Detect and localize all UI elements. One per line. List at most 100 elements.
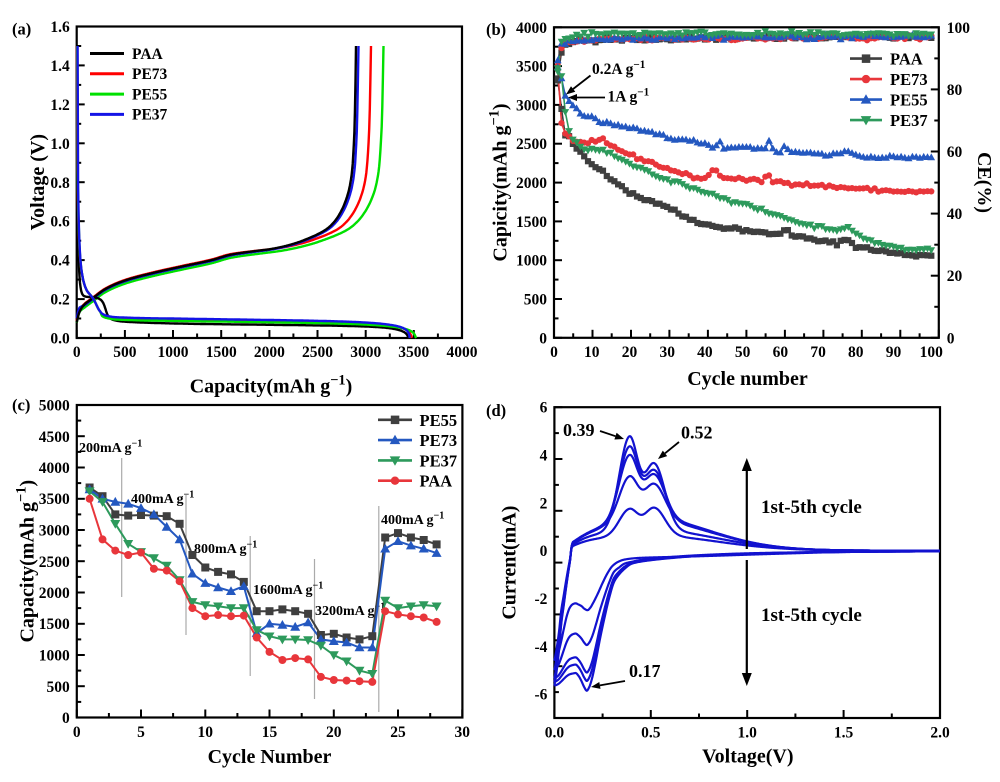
svg-text:1000: 1000 — [39, 648, 70, 665]
svg-text:(a): (a) — [12, 20, 31, 39]
svg-text:0.0: 0.0 — [545, 725, 565, 742]
svg-text:PAA: PAA — [132, 46, 164, 63]
svg-text:25: 25 — [390, 724, 406, 741]
svg-text:1.0: 1.0 — [738, 725, 758, 742]
svg-text:30: 30 — [659, 344, 675, 361]
svg-text:PE73: PE73 — [890, 70, 928, 89]
svg-text:2500: 2500 — [302, 344, 333, 361]
svg-text:0.52: 0.52 — [681, 423, 713, 443]
svg-text:40: 40 — [947, 206, 963, 223]
svg-text:30: 30 — [455, 724, 471, 741]
svg-text:4000: 4000 — [447, 344, 478, 361]
svg-text:200mA g−1: 200mA g−1 — [79, 438, 142, 456]
svg-text:15: 15 — [262, 724, 278, 741]
svg-text:3500: 3500 — [39, 491, 70, 508]
svg-text:0.6: 0.6 — [50, 214, 70, 231]
svg-text:(b): (b) — [486, 20, 506, 39]
svg-text:Current(mA): Current(mA) — [499, 506, 521, 620]
svg-text:400mA g−1: 400mA g−1 — [381, 510, 444, 528]
svg-text:500: 500 — [524, 292, 548, 309]
svg-text:80: 80 — [848, 344, 864, 361]
svg-text:Capicity(mAh g−1): Capicity(mAh g−1) — [487, 103, 512, 261]
svg-text:1st-5th cycle: 1st-5th cycle — [761, 605, 862, 626]
svg-text:1000: 1000 — [516, 253, 547, 270]
svg-text:1500: 1500 — [39, 616, 70, 633]
svg-text:0: 0 — [539, 330, 547, 347]
svg-text:PE37: PE37 — [132, 107, 168, 124]
svg-text:0: 0 — [73, 724, 81, 741]
svg-text:0: 0 — [62, 710, 70, 727]
svg-text:PAA: PAA — [890, 50, 923, 69]
svg-text:500: 500 — [113, 344, 137, 361]
svg-text:-4: -4 — [534, 639, 547, 656]
svg-text:50: 50 — [735, 344, 751, 361]
svg-text:40: 40 — [697, 344, 713, 361]
svg-text:20: 20 — [947, 268, 963, 285]
svg-text:0: 0 — [947, 330, 955, 347]
svg-text:Voltage(V): Voltage(V) — [702, 746, 793, 768]
svg-text:400mA g−1: 400mA g−1 — [131, 489, 194, 507]
svg-text:2000: 2000 — [254, 344, 285, 361]
svg-text:2000: 2000 — [516, 175, 547, 192]
svg-text:2500: 2500 — [516, 136, 547, 153]
svg-text:3500: 3500 — [516, 59, 547, 76]
svg-text:10: 10 — [198, 724, 214, 741]
svg-text:-6: -6 — [534, 687, 547, 704]
svg-text:4000: 4000 — [516, 20, 547, 37]
svg-text:0: 0 — [550, 344, 558, 361]
svg-text:800mA g−1: 800mA g−1 — [194, 539, 257, 557]
svg-text:(c): (c) — [12, 396, 30, 415]
svg-text:1st-5th cycle: 1st-5th cycle — [761, 497, 862, 518]
svg-text:0.17: 0.17 — [629, 661, 661, 681]
svg-text:PE55: PE55 — [132, 86, 168, 103]
svg-text:Capacity(mAh g−1): Capacity(mAh g−1) — [14, 480, 39, 643]
svg-text:1500: 1500 — [206, 344, 237, 361]
svg-text:2500: 2500 — [39, 554, 70, 571]
svg-text:500: 500 — [47, 679, 71, 696]
svg-text:1500: 1500 — [516, 214, 547, 231]
svg-text:2.0: 2.0 — [930, 725, 950, 742]
svg-text:3000: 3000 — [516, 97, 547, 114]
svg-text:0.2A g−1: 0.2A g−1 — [592, 59, 646, 78]
svg-text:1.4: 1.4 — [50, 58, 70, 75]
svg-text:-2: -2 — [534, 591, 547, 608]
svg-text:80: 80 — [947, 82, 963, 99]
svg-text:0.0: 0.0 — [50, 331, 70, 348]
svg-text:3500: 3500 — [398, 344, 429, 361]
svg-text:4: 4 — [540, 448, 548, 465]
svg-text:5: 5 — [137, 724, 145, 741]
svg-text:Capacity(mAh g−1): Capacity(mAh g−1) — [190, 373, 353, 398]
svg-text:4000: 4000 — [39, 460, 70, 477]
svg-text:2000: 2000 — [39, 585, 70, 602]
svg-text:0.5: 0.5 — [641, 725, 661, 742]
svg-text:PE73: PE73 — [420, 431, 458, 450]
svg-text:Cycle Number: Cycle Number — [208, 746, 332, 768]
svg-text:60: 60 — [773, 344, 789, 361]
svg-text:0.2: 0.2 — [50, 292, 70, 309]
svg-text:CE(%): CE(%) — [973, 152, 995, 213]
svg-text:100: 100 — [947, 20, 971, 37]
svg-text:6: 6 — [540, 400, 548, 417]
svg-text:0: 0 — [540, 543, 548, 560]
svg-text:3200mA g−1: 3200mA g−1 — [315, 601, 385, 619]
svg-text:90: 90 — [886, 344, 902, 361]
svg-text:PE37: PE37 — [890, 111, 928, 130]
svg-text:Cycle number: Cycle number — [687, 368, 808, 390]
svg-text:1600mA g−1: 1600mA g−1 — [253, 580, 323, 598]
svg-text:1000: 1000 — [158, 344, 189, 361]
svg-text:PE73: PE73 — [132, 66, 168, 83]
svg-text:0.39: 0.39 — [563, 420, 595, 440]
svg-text:0: 0 — [73, 344, 81, 361]
svg-text:20: 20 — [326, 724, 342, 741]
svg-text:PE55: PE55 — [890, 91, 928, 110]
svg-text:70: 70 — [810, 344, 826, 361]
svg-text:(d): (d) — [486, 401, 506, 420]
svg-text:3000: 3000 — [39, 523, 70, 540]
svg-text:Voltage (V): Voltage (V) — [27, 134, 49, 230]
svg-text:60: 60 — [947, 144, 963, 161]
svg-text:PE37: PE37 — [420, 451, 458, 470]
svg-text:1.0: 1.0 — [50, 136, 70, 153]
svg-text:4500: 4500 — [39, 429, 70, 446]
svg-text:2: 2 — [540, 495, 548, 512]
svg-text:0.8: 0.8 — [50, 175, 70, 192]
